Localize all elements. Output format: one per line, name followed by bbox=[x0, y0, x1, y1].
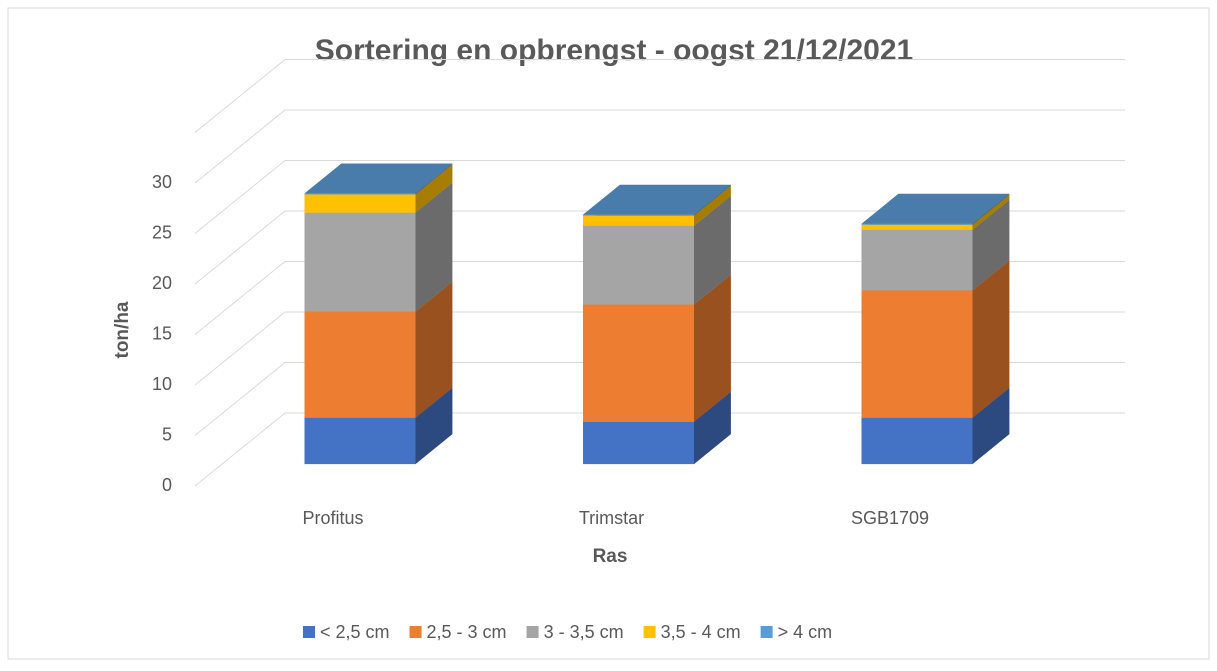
y-tick-label: 20 bbox=[152, 273, 172, 293]
bar-side bbox=[415, 387, 453, 465]
bar-segment bbox=[304, 194, 416, 213]
grid-line bbox=[194, 311, 1125, 386]
bar-top bbox=[304, 163, 453, 194]
bar-side bbox=[972, 194, 1010, 230]
y-tick-label: 25 bbox=[152, 222, 172, 242]
bar-segment bbox=[304, 311, 416, 418]
y-tick-label: 5 bbox=[162, 424, 172, 444]
legend-label: 3 - 3,5 cm bbox=[544, 622, 624, 642]
bar-side bbox=[972, 193, 1010, 225]
x-tick-label: Trimstar bbox=[579, 508, 644, 528]
grid-line bbox=[194, 210, 1125, 285]
bar-segment bbox=[583, 215, 694, 226]
bar-side bbox=[694, 195, 731, 305]
bar-side bbox=[694, 274, 731, 422]
bar-segment bbox=[861, 223, 973, 225]
bar-segment bbox=[583, 214, 694, 216]
legend-label: 2,5 - 3 cm bbox=[427, 622, 507, 642]
y-axis-title: ton/ha bbox=[112, 301, 133, 358]
x-axis-title: Ras bbox=[593, 546, 628, 567]
legend-swatch bbox=[643, 626, 656, 638]
bar-side bbox=[415, 182, 453, 312]
grid-line bbox=[194, 160, 1125, 234]
bar-side bbox=[415, 163, 453, 195]
legend-swatch bbox=[526, 626, 539, 638]
bar-side bbox=[415, 164, 453, 213]
wall-edge bbox=[194, 59, 1125, 133]
bar-segment bbox=[861, 417, 973, 465]
legend-label: > 4 cm bbox=[778, 622, 833, 642]
bar-top bbox=[861, 193, 1010, 224]
bar-top bbox=[583, 184, 731, 215]
legend-swatch bbox=[760, 626, 773, 638]
bar-side bbox=[694, 391, 731, 465]
grid-line bbox=[194, 261, 1125, 335]
bar-segment bbox=[304, 417, 416, 465]
bar-side bbox=[694, 185, 731, 226]
bar-segment bbox=[861, 290, 973, 418]
bar-side bbox=[694, 184, 731, 216]
bar-side bbox=[972, 260, 1010, 418]
x-tick-label: SGB1709 bbox=[851, 508, 929, 528]
bar-side bbox=[972, 199, 1010, 291]
bar-segment bbox=[583, 421, 694, 465]
y-tick-label: 30 bbox=[152, 172, 172, 192]
y-tick-label: 0 bbox=[162, 475, 172, 495]
legend-swatch bbox=[303, 626, 315, 638]
chart-title: Sortering en opbrengst - oogst 21/12/202… bbox=[315, 34, 913, 67]
bar-segment bbox=[304, 193, 416, 195]
legend-label: 3,5 - 4 cm bbox=[661, 622, 741, 642]
legend-label: < 2,5 cm bbox=[320, 622, 390, 642]
y-tick-label: 15 bbox=[152, 323, 172, 343]
bar-segment bbox=[583, 304, 694, 422]
bar-segment bbox=[861, 224, 973, 230]
legend-swatch bbox=[409, 626, 422, 638]
grid-line bbox=[194, 412, 1125, 487]
bar-side bbox=[972, 387, 1010, 465]
bar-side bbox=[415, 281, 453, 418]
grid-line bbox=[194, 109, 1125, 184]
bar-segment bbox=[861, 229, 973, 291]
grid-line bbox=[194, 362, 1125, 436]
x-tick-label: Profitus bbox=[302, 508, 363, 528]
bar-segment bbox=[583, 225, 694, 305]
y-tick-label: 10 bbox=[152, 374, 172, 394]
bar-segment bbox=[304, 212, 416, 312]
